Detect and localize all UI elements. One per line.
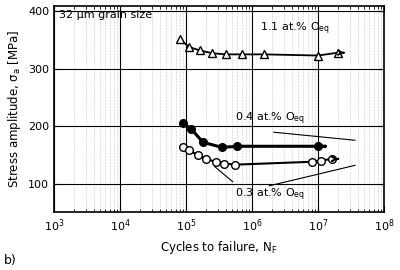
Text: 0.3 at.% O$_\mathrm{eq}$: 0.3 at.% O$_\mathrm{eq}$: [235, 187, 305, 203]
X-axis label: Cycles to failure, N$_\mathrm{F}$: Cycles to failure, N$_\mathrm{F}$: [160, 239, 278, 256]
Text: 32 μm grain size: 32 μm grain size: [59, 10, 152, 20]
Text: 0.4 at.% O$_\mathrm{eq}$: 0.4 at.% O$_\mathrm{eq}$: [235, 111, 305, 127]
Text: 1.1 at.% O$_\mathrm{eq}$: 1.1 at.% O$_\mathrm{eq}$: [260, 21, 330, 37]
Y-axis label: Stress amplitude, σ$_\mathrm{a}$ [MPa]: Stress amplitude, σ$_\mathrm{a}$ [MPa]: [6, 30, 22, 188]
Text: b): b): [4, 254, 17, 267]
